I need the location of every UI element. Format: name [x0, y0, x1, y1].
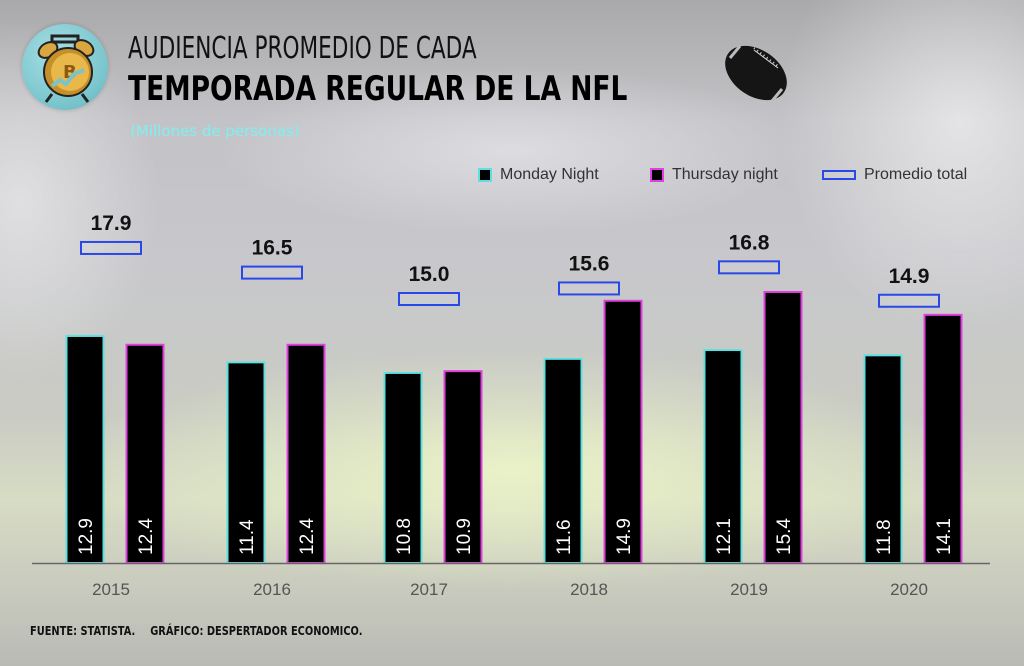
- bar-monday-2016: [226, 361, 266, 564]
- chart-footer: FUENTE: STATISTA. GRÁFICO: DESPERTADOR E…: [30, 624, 374, 638]
- data-label-promedio-2020: 14.9: [889, 265, 930, 288]
- footer-credit: GRÁFICO: DESPERTADOR ECONOMICO.: [150, 624, 363, 638]
- bar-monday-2020: [863, 354, 903, 564]
- data-label-thursday-2017: 10.9: [454, 518, 475, 555]
- bar-monday-2015: [65, 334, 105, 564]
- bar-thursday-2020: [923, 313, 963, 564]
- bar-monday-2018: [543, 357, 583, 564]
- chart-title-line2: TEMPORADA REGULAR DE LA NFL: [128, 69, 628, 109]
- football-icon: [720, 38, 792, 108]
- data-label-thursday-2019: 15.4: [774, 518, 795, 555]
- data-label-monday-2020: 11.8: [874, 519, 895, 555]
- x-tick-label-2015: 2015: [92, 580, 130, 599]
- legend-item-promedio: Promedio total: [822, 166, 967, 184]
- bar-thursday-2017: [443, 370, 483, 564]
- x-tick-label-2018: 2018: [570, 580, 608, 599]
- x-tick-label-2020: 2020: [890, 580, 928, 599]
- data-label-thursday-2015: 12.4: [136, 518, 157, 555]
- bar-monday-2019: [703, 349, 743, 565]
- footer-source: FUENTE: STATISTA.: [30, 624, 136, 638]
- data-label-monday-2015: 12.9: [76, 518, 97, 555]
- data-label-promedio-2018: 15.6: [569, 252, 610, 275]
- marker-promedio-2016: [241, 265, 303, 280]
- marker-promedio-2017: [398, 292, 460, 306]
- legend-item-monday: Monday Night: [478, 166, 599, 184]
- data-label-promedio-2015: 17.9: [91, 212, 132, 235]
- data-label-monday-2016: 11.4: [237, 519, 258, 555]
- data-label-promedio-2017: 15.0: [409, 263, 450, 286]
- marker-promedio-2018: [558, 281, 620, 296]
- data-label-promedio-2016: 16.5: [252, 237, 293, 260]
- data-label-monday-2017: 10.8: [394, 518, 415, 555]
- legend-swatch-monday: [478, 168, 492, 182]
- x-tick-label-2017: 2017: [410, 580, 448, 599]
- data-label-thursday-2020: 14.1: [934, 518, 955, 555]
- data-label-thursday-2018: 14.9: [614, 518, 635, 555]
- bar-thursday-2018: [603, 299, 643, 564]
- marker-promedio-2019: [718, 260, 780, 275]
- legend-label: Promedio total: [864, 166, 968, 183]
- marker-promedio-2020: [878, 293, 940, 308]
- x-tick-label-2019: 2019: [730, 580, 768, 599]
- legend-item-thursday: Thursday night: [650, 166, 778, 184]
- bar-monday-2017: [383, 371, 423, 565]
- bar-thursday-2016: [286, 343, 326, 565]
- chart-subtitle: (Millones de personas): [130, 122, 300, 140]
- data-label-monday-2019: 12.1: [714, 518, 735, 555]
- legend-label: Monday Night: [500, 166, 599, 183]
- data-label-monday-2018: 11.6: [554, 519, 575, 555]
- marker-promedio-2015: [80, 240, 142, 255]
- x-tick-label-2016: 2016: [253, 580, 291, 599]
- alarm-clock-bitcoin-logo-icon: B: [22, 24, 108, 110]
- legend-label: Thursday night: [672, 166, 778, 183]
- legend-swatch-promedio: [822, 170, 856, 180]
- data-label-promedio-2019: 16.8: [729, 231, 770, 254]
- bar-thursday-2019: [763, 290, 803, 564]
- legend-swatch-thursday: [650, 168, 664, 182]
- chart-title-line1: AUDIENCIA PROMEDIO DE CADA: [128, 31, 477, 66]
- data-label-thursday-2016: 12.4: [297, 518, 318, 555]
